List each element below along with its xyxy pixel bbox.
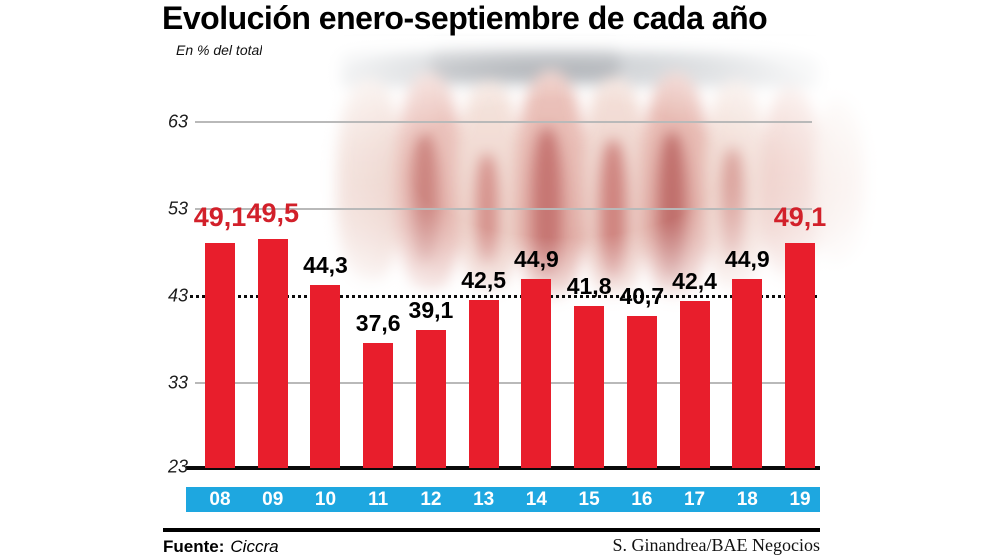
reference-line-43 [190,295,818,298]
y-tick-label-33: 33 [167,372,188,393]
year-label-17: 17 [683,489,706,510]
bar-value-label-12: 39,1 [408,296,454,323]
bar-17 [679,301,710,468]
year-label-08: 08 [209,489,231,510]
footer-rule [163,528,820,532]
year-label-14: 14 [525,489,547,510]
chart-subtitle: En % del total [176,42,263,58]
gridline-33 [195,382,812,384]
source-name: Ciccra [230,537,279,556]
bar-value-label-14: 44,9 [513,246,559,273]
bar-08 [205,242,235,468]
year-label-11: 11 [368,489,389,510]
year-axis-strip [186,487,820,512]
year-label-16: 16 [631,489,653,510]
bar-15 [574,306,605,468]
year-label-09: 09 [262,489,284,510]
year-label-19: 19 [789,489,811,510]
y-tick-label-43: 43 [167,285,188,306]
gridline-53 [195,208,812,210]
year-label-13: 13 [473,489,495,510]
y-tick-label-53: 53 [167,198,188,219]
bar-value-label-13: 42,5 [461,267,507,294]
source: Fuente: Ciccra [163,537,279,557]
credit-text: S. Ginandrea/BAE Negocios [612,535,820,555]
bar-12 [415,329,446,468]
year-label-10: 10 [314,489,337,510]
bar-value-label-15: 41,8 [566,273,612,300]
source-label: Fuente: [163,537,225,556]
bar-value-label-08: 49,1 [193,201,247,232]
bar-value-label-11: 37,6 [355,309,401,336]
bar-value-label-19: 49,1 [773,201,827,232]
year-label-15: 15 [578,489,600,510]
bar-18 [732,279,763,468]
y-tick-label-63: 63 [167,111,188,132]
chart-title: Evolución enero-septiembre de cada año [162,0,768,36]
y-tick-label-23: 23 [167,456,188,477]
year-label-12: 12 [420,489,442,510]
bar-16 [626,316,657,468]
bar-value-label-16: 40,7 [619,283,665,310]
x-axis-baseline [186,466,820,470]
gridline-63 [195,121,812,123]
bar-value-label-18: 44,9 [724,246,770,273]
bar-value-label-17: 42,4 [672,268,717,295]
bar-14 [521,279,552,468]
bar-11 [363,342,394,468]
bar-09 [257,239,288,468]
bar-13 [468,300,499,468]
bar-value-label-10: 44,3 [303,251,348,278]
bar-10 [310,284,341,468]
year-label-18: 18 [736,489,758,510]
bar-19 [785,242,816,468]
bar-value-label-09: 49,5 [246,198,299,229]
